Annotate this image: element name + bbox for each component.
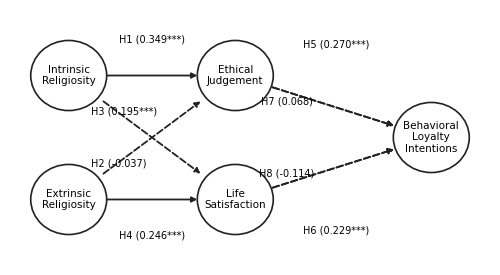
Ellipse shape bbox=[394, 103, 469, 172]
Text: Intrinsic
Religiosity: Intrinsic Religiosity bbox=[42, 65, 96, 86]
Text: H3 (0.195***): H3 (0.195***) bbox=[91, 107, 157, 117]
Text: H1 (0.349***): H1 (0.349***) bbox=[119, 34, 185, 44]
Ellipse shape bbox=[198, 164, 274, 235]
Text: H2 (-0.037): H2 (-0.037) bbox=[91, 158, 146, 168]
Ellipse shape bbox=[30, 164, 106, 235]
Text: Behavioral
Loyalty
Intentions: Behavioral Loyalty Intentions bbox=[404, 121, 459, 154]
Text: H7 (0.068): H7 (0.068) bbox=[261, 96, 312, 106]
Text: Extrinsic
Religiosity: Extrinsic Religiosity bbox=[42, 189, 96, 210]
Text: H5 (0.270***): H5 (0.270***) bbox=[302, 40, 369, 49]
Text: Life
Satisfaction: Life Satisfaction bbox=[204, 189, 266, 210]
Text: H6 (0.229***): H6 (0.229***) bbox=[302, 226, 369, 235]
Text: H8 (-0.114): H8 (-0.114) bbox=[259, 169, 314, 179]
Ellipse shape bbox=[198, 40, 274, 111]
Text: Ethical
Judgement: Ethical Judgement bbox=[207, 65, 264, 86]
Text: H4 (0.246***): H4 (0.246***) bbox=[119, 231, 185, 241]
Ellipse shape bbox=[30, 40, 106, 111]
